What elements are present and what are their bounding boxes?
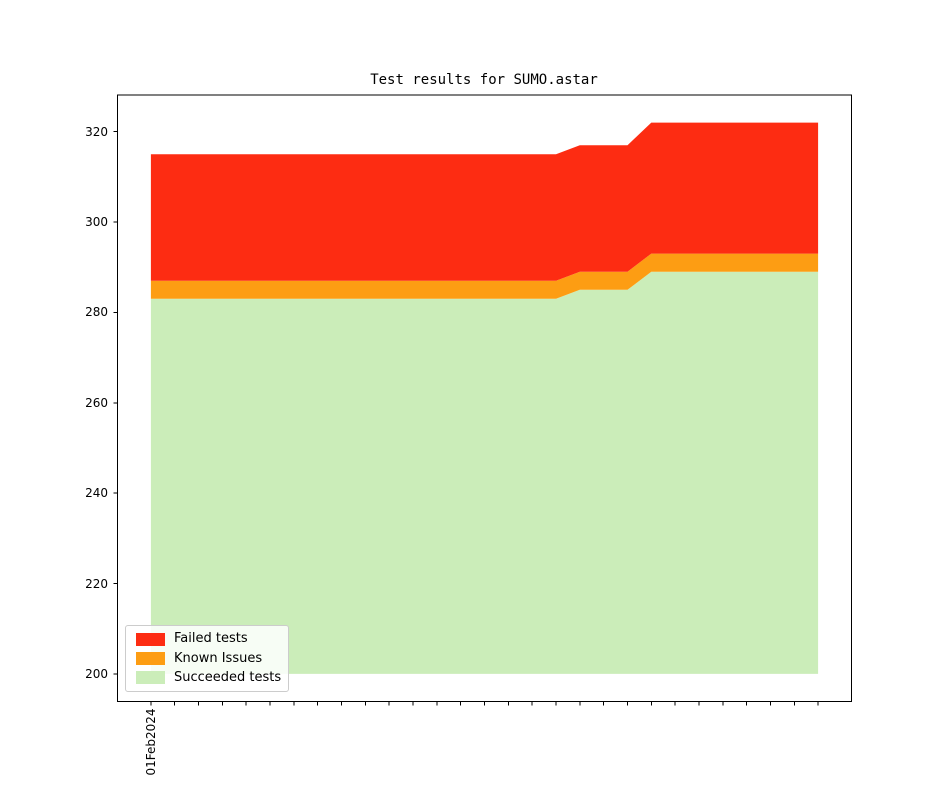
y-tick-label-260: 260 [85, 395, 108, 410]
known-issues-swatch-icon [136, 652, 165, 665]
x-axis-ticks [150, 701, 819, 706]
succeeded-tests-swatch-icon [136, 671, 165, 685]
legend-entry-known-issues: Known Issues [136, 651, 288, 667]
y-tick-label-320: 320 [85, 124, 108, 139]
known-issues-area [150, 253, 819, 299]
y-tick-label-280: 280 [85, 305, 108, 320]
legend-label-failed-tests: Failed tests [174, 631, 248, 647]
failed-tests-area [150, 122, 819, 281]
legend-label-succeeded-tests: Succeeded tests [174, 669, 282, 685]
legend-entry-failed-tests: Failed tests [136, 631, 288, 647]
y-axis-ticks [113, 131, 118, 675]
y-tick-label-300: 300 [85, 214, 108, 229]
y-tick-label-220: 220 [85, 576, 108, 591]
y-tick-label-240: 240 [85, 486, 108, 501]
x-tick-label: 01Feb2024 [144, 708, 158, 776]
failed-tests-swatch-icon [136, 632, 165, 646]
legend-label-known-issues: Known Issues [174, 650, 263, 666]
axes-frame [117, 94, 852, 702]
legend: Failed tests Known Issues Succeeded test… [125, 625, 289, 692]
legend-entry-succeeded-tests: Succeeded tests [136, 670, 288, 686]
succeeded-tests-area [150, 271, 819, 674]
chart-title: Test results for SUMO.astar [370, 72, 598, 88]
y-tick-label-200: 200 [85, 666, 108, 681]
